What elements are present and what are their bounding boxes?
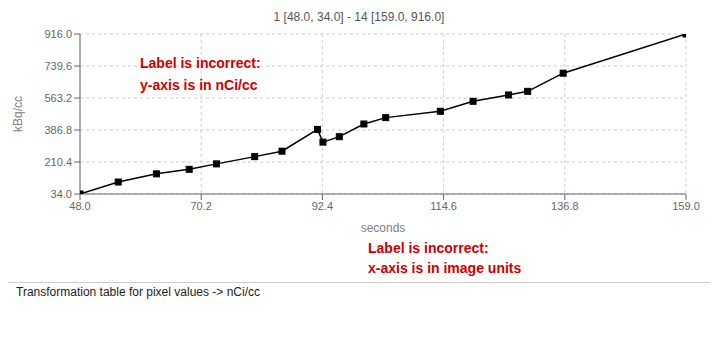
svg-text:114.6: 114.6: [430, 200, 457, 212]
svg-text:48.0: 48.0: [69, 200, 90, 212]
svg-text:563.2: 563.2: [44, 92, 72, 104]
html-text:y-axis is in nCi/cc: y-axis is in nCi/cc: [140, 77, 258, 93]
html-text:Label is incorrect:: Label is incorrect:: [140, 55, 261, 71]
svg-text:159.0: 159.0: [672, 200, 700, 212]
html-text:Label is incorrect:: Label is incorrect:: [368, 240, 489, 256]
html-text:1 [48.0, 34.0] - 14 [159.0, 91: 1 [48.0, 34.0] - 14 [159.0, 916.0]: [273, 10, 445, 24]
svg-text:92.4: 92.4: [312, 200, 333, 212]
svg-text:34.0: 34.0: [51, 188, 72, 200]
svg-text:136.8: 136.8: [551, 200, 579, 212]
svg-text:seconds: seconds: [361, 221, 406, 235]
svg-text:70.2: 70.2: [190, 200, 211, 212]
svg-text:739.6: 739.6: [44, 60, 72, 72]
svg-text:916.0: 916.0: [44, 28, 72, 40]
html-text:x-axis is in image units: x-axis is in image units: [368, 260, 522, 276]
svg-text:386.8: 386.8: [44, 124, 72, 136]
svg-text:kBq/cc: kBq/cc: [11, 96, 25, 132]
svg-text:210.4: 210.4: [44, 156, 72, 168]
html-text:Transformation table for pixel: Transformation table for pixel values ->…: [16, 285, 260, 299]
